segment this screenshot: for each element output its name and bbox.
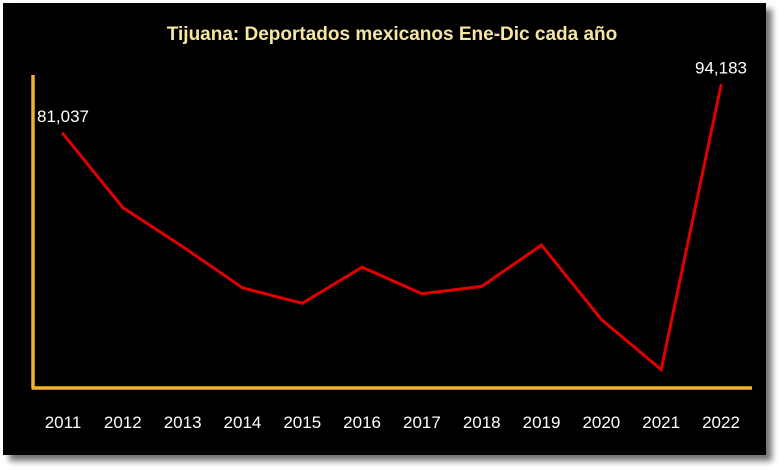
data-point-2017 (420, 292, 424, 296)
data-label-2022: 94,183 (695, 58, 747, 77)
chart-title: Tijuana: Deportados mexicanos Ene-Dic ca… (166, 24, 618, 45)
x-tick-label-2020: 2020 (582, 413, 620, 432)
data-point-2013 (181, 245, 185, 249)
series-line-0 (61, 85, 723, 373)
x-tick-label-2015: 2015 (283, 413, 321, 432)
x-tick-label-2013: 2013 (164, 413, 202, 432)
x-tick-label-2018: 2018 (463, 413, 501, 432)
chart-frame (3, 3, 766, 455)
data-label-2011: 81,037 (37, 107, 89, 126)
x-tick-label-2021: 2021 (642, 413, 680, 432)
data-point-2018 (480, 284, 484, 288)
x-tick-label-2011: 2011 (45, 413, 82, 432)
x-tick-label-2016: 2016 (343, 413, 381, 432)
data-point-2011 (61, 132, 65, 136)
x-tick-label-2017: 2017 (403, 413, 441, 432)
data-point-2019 (540, 243, 544, 247)
data-point-2016 (360, 265, 364, 269)
data-point-2021 (659, 368, 663, 372)
x-tick-label-2014: 2014 (224, 413, 262, 432)
data-point-2020 (599, 318, 603, 322)
x-tick-label-2019: 2019 (523, 413, 561, 432)
data-point-2012 (121, 206, 125, 210)
x-tick-label-2022: 2022 (702, 413, 740, 432)
data-point-2015 (300, 301, 304, 305)
data-point-2022 (719, 83, 723, 87)
data-point-2014 (240, 286, 244, 290)
x-tick-label-2012: 2012 (104, 413, 142, 432)
